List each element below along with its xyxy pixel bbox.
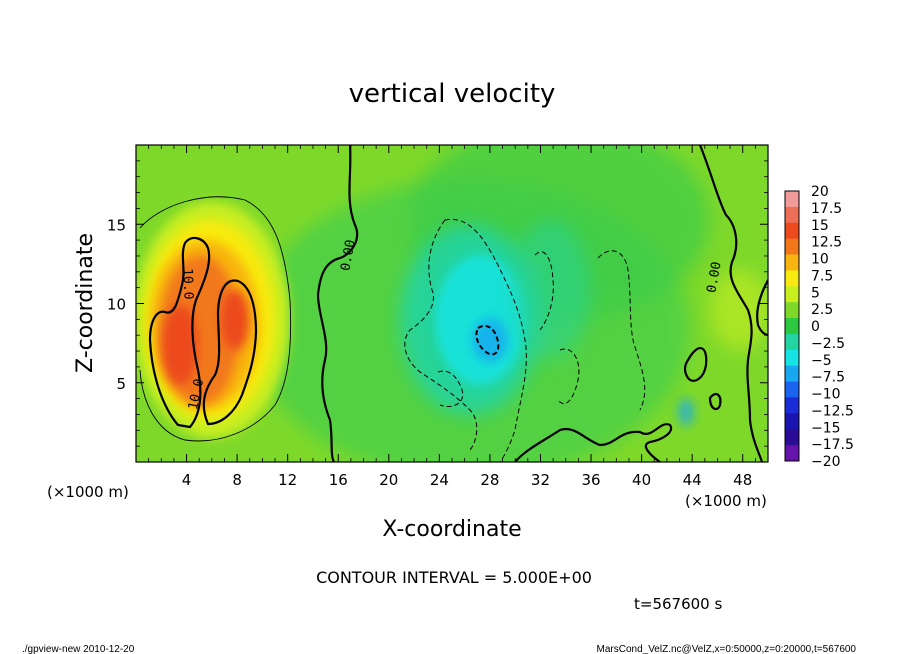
x-tick-label: 16 xyxy=(329,471,348,489)
contour-line-0 xyxy=(683,347,708,382)
contour-label: 0.00 xyxy=(338,239,358,272)
colorbar-swatch xyxy=(785,191,799,208)
colorbar-swatch xyxy=(785,333,799,351)
colorbar-frame xyxy=(784,190,800,462)
colorbar-label: −20 xyxy=(811,454,841,470)
colorbar-swatch xyxy=(785,222,799,240)
x-unit-label-right: (×1000 m) xyxy=(685,492,767,510)
colorbar-swatch xyxy=(785,381,799,398)
colorbar-swatch xyxy=(785,238,799,256)
colorbar-label: −15 xyxy=(811,420,841,436)
chart-title: vertical velocity xyxy=(349,79,556,109)
footer-left: ./gpview-new 2010-12-20 xyxy=(22,644,135,654)
y-tick-label: 5 xyxy=(116,375,126,393)
contour-line-0 xyxy=(708,392,722,411)
colorbar-swatch xyxy=(785,445,799,462)
time-label: t=567600 s xyxy=(634,595,722,613)
colorbar-label: −12.5 xyxy=(811,403,854,419)
colorbar-swatch xyxy=(785,429,799,446)
colorbar-label: −10 xyxy=(811,387,841,403)
colorbar-label: 20 xyxy=(811,184,829,200)
contour-line-negative xyxy=(404,219,478,451)
x-tick-label: 12 xyxy=(278,471,297,489)
x-tick-label: 4 xyxy=(182,471,192,489)
contour-line-negative xyxy=(534,251,554,331)
colorbar-label: 2.5 xyxy=(811,302,833,318)
y-tick-label: 15 xyxy=(107,216,126,234)
field-lowpos-region xyxy=(710,270,768,350)
plot-area xyxy=(136,145,768,462)
colorbar-label: 10 xyxy=(811,252,829,268)
colorbar-label: 7.5 xyxy=(811,268,833,284)
x-tick-label: 8 xyxy=(232,471,242,489)
colorbar-label: 12.5 xyxy=(811,235,842,251)
colorbar-label: −2.5 xyxy=(811,336,845,352)
colorbar-swatch xyxy=(785,413,799,430)
x-tick-label: 48 xyxy=(733,471,752,489)
contour-line-0 xyxy=(316,145,359,462)
contour-line-10 xyxy=(148,236,211,429)
colorbar: 2017.51512.5107.552.50−2.5−5−7.5−10−12.5… xyxy=(784,184,854,470)
updraft-core xyxy=(221,290,249,350)
contour-line-0 xyxy=(514,423,673,462)
x-tick-label: 40 xyxy=(632,471,651,489)
contour-line-negative xyxy=(437,370,464,407)
contour-label: 0.00 xyxy=(704,261,724,294)
colorbar-label: 5 xyxy=(811,285,820,301)
x-tick-label: 28 xyxy=(480,471,499,489)
x-tick-label: 44 xyxy=(683,471,702,489)
colorbar-swatch xyxy=(785,302,799,319)
contour-line-negative xyxy=(444,218,527,462)
x-unit-label: (×1000 m) xyxy=(47,483,129,501)
contour-label: 10.0 xyxy=(186,377,207,411)
y-axis-label: Z-coordinate xyxy=(73,233,98,373)
colorbar-swatch xyxy=(785,254,799,271)
colorbar-swatch xyxy=(785,397,799,414)
y-axis: 5 10 15 xyxy=(107,160,768,447)
contour-line-10 xyxy=(202,279,258,426)
colorbar-label: −5 xyxy=(811,353,832,369)
colorbar-label: 15 xyxy=(811,218,829,234)
x-tick-label: 32 xyxy=(531,471,550,489)
downdraft-core xyxy=(472,318,508,362)
colorbar-swatch xyxy=(785,365,799,383)
contour-label: 10.0 xyxy=(179,268,195,300)
downdraft-region xyxy=(678,398,694,426)
footer-right: MarsCond_VelZ.nc@VelZ,x=0:50000,z=0:2000… xyxy=(597,644,857,654)
y-tick-label: 10 xyxy=(107,296,126,314)
x-tick-label: 24 xyxy=(430,471,449,489)
colorbar-label: 0 xyxy=(811,319,820,335)
contour-line-5 xyxy=(139,196,292,442)
contour-line-0 xyxy=(698,145,764,462)
x-tick-label: 36 xyxy=(581,471,600,489)
contour-line-negative xyxy=(557,348,580,405)
contour-line-negative xyxy=(475,324,500,356)
colorbar-swatch xyxy=(785,349,799,367)
contour-line-negative xyxy=(597,250,646,411)
x-axis: 4 8 12 16 20 24 28 32 36 40 44 48 xyxy=(148,145,756,489)
colorbar-swatch xyxy=(785,318,799,335)
colorbar-label: −7.5 xyxy=(811,370,845,386)
x-axis-label: X-coordinate xyxy=(382,517,521,542)
updraft-core xyxy=(162,305,198,385)
x-tick-label: 20 xyxy=(379,471,398,489)
colorbar-label: −17.5 xyxy=(811,437,854,453)
contour-line-0 xyxy=(756,279,768,337)
contour-interval-label: CONTOUR INTERVAL = 5.000E+00 xyxy=(316,568,592,587)
colorbar-swatch xyxy=(785,270,799,287)
colorbar-label: 17.5 xyxy=(811,201,842,217)
colorbar-swatch xyxy=(785,206,799,224)
downdraft-region xyxy=(510,220,590,360)
colorbar-swatch xyxy=(785,286,799,303)
